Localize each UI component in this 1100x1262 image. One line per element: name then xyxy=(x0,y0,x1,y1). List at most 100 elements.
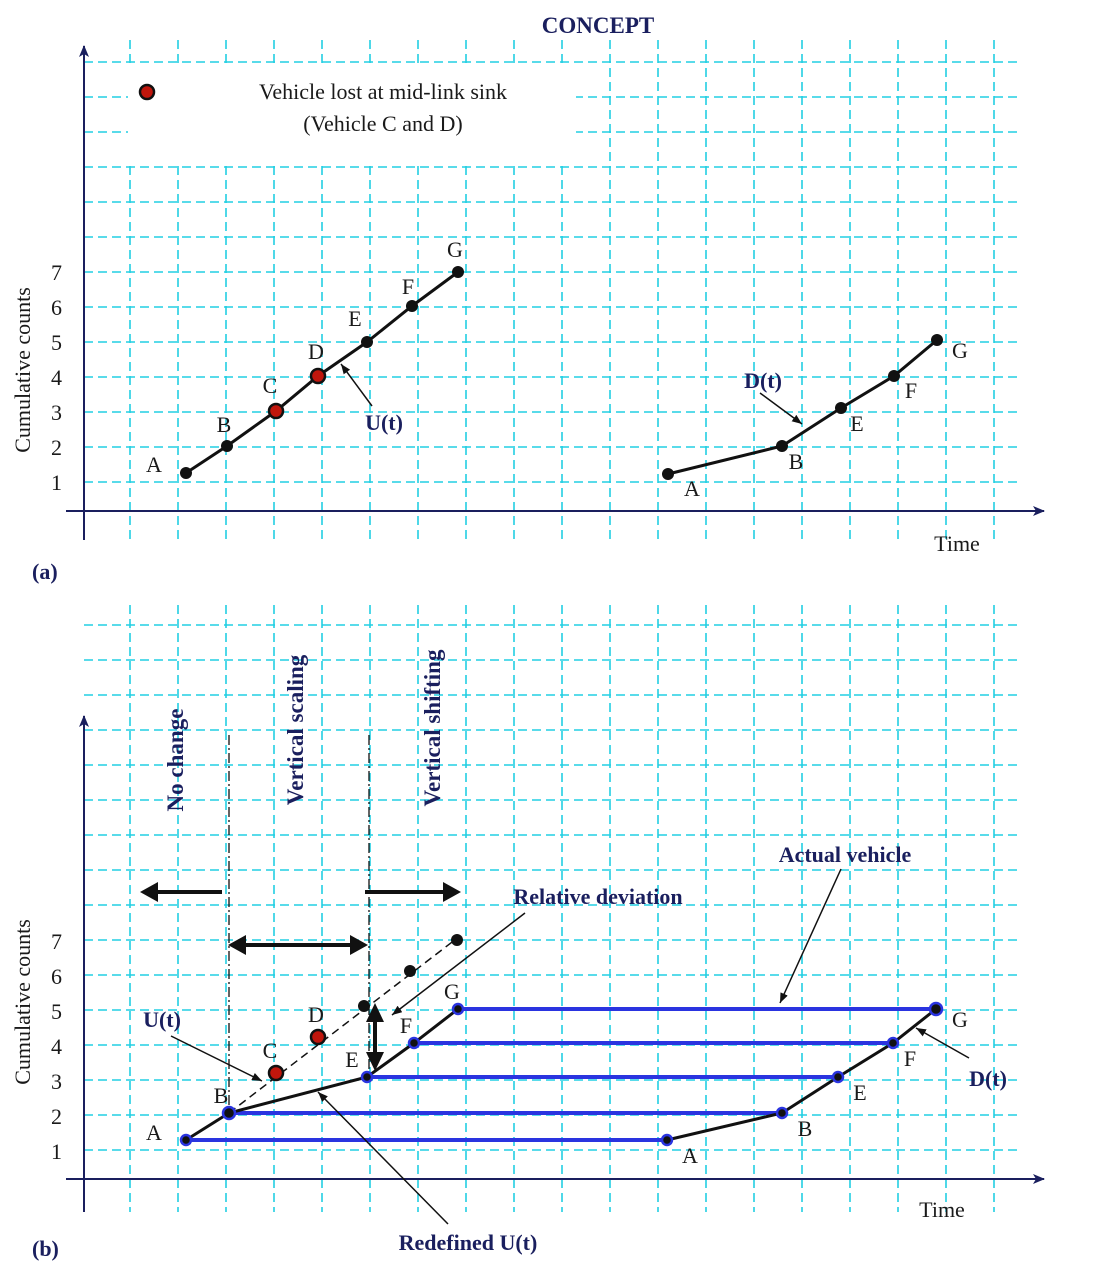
relative-deviation-pointer xyxy=(391,912,526,1016)
downstream-pointer xyxy=(915,1027,970,1059)
panel-a-down-label-b: B xyxy=(789,449,804,474)
panel-b-up-label-a: A xyxy=(146,1120,162,1145)
panel-b-up-label-g: G xyxy=(444,979,460,1004)
panel-a-down-point-b xyxy=(776,440,788,452)
vertical-shifting-arrow xyxy=(365,882,461,902)
panel-b-downstream-points xyxy=(660,1001,944,1147)
annotation-upstream: U(t) xyxy=(143,1007,181,1032)
panel-b-up-point-e xyxy=(360,1070,374,1084)
panel-a-up-point-d xyxy=(309,367,327,385)
panel-b-original-point-g xyxy=(451,934,463,946)
annotation-downstream: D(t) xyxy=(969,1066,1007,1091)
panel-a-y-axis-label: Cumulative counts xyxy=(10,287,35,453)
panel-a-up-label-d: D xyxy=(308,339,324,364)
panel-b-original-point-e xyxy=(358,1000,370,1012)
panel-b-label: (b) xyxy=(32,1236,59,1261)
panel-b-down-point-e xyxy=(831,1070,845,1084)
panel-b-y-tick-4: 4 xyxy=(51,1034,62,1059)
panel-a-down-label-a: A xyxy=(684,476,700,501)
panel-a-up-point-b xyxy=(221,440,233,452)
panel-b-original-point-f xyxy=(404,965,416,977)
panel-b-upstream-points xyxy=(179,1002,465,1147)
original-upstream-dashed xyxy=(228,935,461,1114)
panel-b-y-axis-label: Cumulative counts xyxy=(10,919,35,1085)
lost-vehicle-legend-marker xyxy=(138,83,156,101)
relative-deviation-arrow xyxy=(366,1003,384,1071)
panel-b-y-tick-3: 3 xyxy=(51,1069,62,1094)
panel-a-upstream-pointer xyxy=(340,363,373,407)
panel-b-down-label-e: E xyxy=(853,1080,866,1105)
panel-a-up-label-g: G xyxy=(447,237,463,262)
panel-b-down-point-g xyxy=(928,1001,944,1017)
panel-a-up-point-g xyxy=(452,266,464,278)
panel-b-y-tick-7: 7 xyxy=(51,929,62,954)
panel-b-up-point-g xyxy=(451,1002,465,1016)
panel-b-down-point-a xyxy=(660,1133,674,1147)
panel-a: Vehicle lost at mid-link sink (Vehicle C… xyxy=(10,40,1045,584)
actual-vehicle-lines xyxy=(186,1007,936,1142)
panel-a-down-label-g: G xyxy=(952,338,968,363)
panel-b-up-point-b xyxy=(221,1105,237,1121)
panel-a-y-tick-1: 1 xyxy=(51,470,62,495)
panel-a-down-label-f: F xyxy=(905,378,917,403)
panel-a-down-point-f xyxy=(888,370,900,382)
panel-a-x-axis-label: Time xyxy=(934,531,980,556)
panel-a-downstream-label: D(t) xyxy=(744,368,782,393)
panel-a-y-tick-6: 6 xyxy=(51,295,62,320)
panel-b: 1 2 3 4 5 6 7 Cumulative counts Time (b)… xyxy=(10,605,1045,1261)
panel-a-up-point-a xyxy=(180,467,192,479)
panel-a-upstream-label: U(t) xyxy=(365,410,403,435)
panel-a-downstream-pointer xyxy=(759,392,803,425)
panel-b-down-label-f: F xyxy=(904,1046,916,1071)
region-label-vertical-scaling: Vertical scaling xyxy=(283,654,308,805)
panel-b-lost-point-d xyxy=(309,1028,327,1046)
panel-a-up-label-b: B xyxy=(217,412,232,437)
legend-line-2: (Vehicle C and D) xyxy=(303,111,462,136)
actual-vehicle-pointer xyxy=(779,868,842,1004)
panel-a-up-point-c xyxy=(267,402,285,420)
panel-b-down-label-g: G xyxy=(952,1007,968,1032)
panel-a-up-label-f: F xyxy=(402,274,414,299)
panel-a-label: (a) xyxy=(32,559,58,584)
annotation-redefined-upstream: Redefined U(t) xyxy=(399,1230,538,1255)
panel-b-up-label-b: B xyxy=(214,1083,229,1108)
panel-b-x-axis-label: Time xyxy=(919,1197,965,1222)
legend-box xyxy=(128,68,576,164)
panel-a-up-label-e: E xyxy=(348,306,361,331)
panel-b-down-label-b: B xyxy=(798,1116,813,1141)
panel-b-up-point-a xyxy=(179,1133,193,1147)
legend-line-1: Vehicle lost at mid-link sink xyxy=(259,79,507,104)
panel-b-up-label-f: F xyxy=(400,1013,412,1038)
panel-b-up-label-d: D xyxy=(308,1002,324,1027)
figure-title: CONCEPT xyxy=(542,13,654,38)
vertical-scaling-arrow xyxy=(228,935,368,955)
panel-a-y-tick-5: 5 xyxy=(51,330,62,355)
no-change-arrow xyxy=(140,882,222,902)
region-label-no-change: No change xyxy=(163,709,188,812)
panel-a-up-point-e xyxy=(361,336,373,348)
panel-a-down-label-e: E xyxy=(850,411,863,436)
panel-a-up-label-c: C xyxy=(263,373,278,398)
panel-b-lost-point-c xyxy=(267,1064,285,1082)
panel-a-down-point-a xyxy=(662,468,674,480)
region-label-vertical-shifting: Vertical shifting xyxy=(420,649,445,806)
panel-a-y-tick-4: 4 xyxy=(51,365,62,390)
panel-b-y-tick-6: 6 xyxy=(51,964,62,989)
panel-b-y-tick-1: 1 xyxy=(51,1139,62,1164)
redefined-upstream-pointer xyxy=(317,1091,449,1225)
panel-b-up-point-f xyxy=(407,1036,421,1050)
panel-b-up-label-c: C xyxy=(263,1038,278,1063)
panel-a-y-tick-7: 7 xyxy=(51,260,62,285)
panel-b-up-label-e: E xyxy=(345,1047,358,1072)
panel-b-down-point-b xyxy=(775,1106,789,1120)
annotation-actual-vehicle: Actual vehicle xyxy=(779,842,912,867)
panel-b-y-tick-2: 2 xyxy=(51,1104,62,1129)
panel-b-down-point-f xyxy=(886,1036,900,1050)
panel-a-down-point-g xyxy=(931,334,943,346)
panel-b-down-label-a: A xyxy=(682,1143,698,1168)
annotation-relative-deviation: Relative deviation xyxy=(513,884,682,909)
panel-a-up-label-a: A xyxy=(146,452,162,477)
panel-a-up-point-f xyxy=(406,300,418,312)
panel-b-y-tick-5: 5 xyxy=(51,999,62,1024)
